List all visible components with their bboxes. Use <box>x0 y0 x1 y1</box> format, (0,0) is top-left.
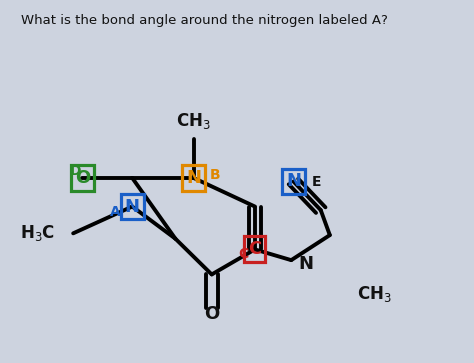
Text: N: N <box>186 169 201 187</box>
Text: C: C <box>238 247 248 261</box>
Text: A: A <box>110 205 121 219</box>
Text: N: N <box>298 256 313 273</box>
Text: CH$_3$: CH$_3$ <box>357 284 392 304</box>
Text: O: O <box>204 305 219 323</box>
Text: O: O <box>74 169 90 187</box>
Text: CH$_3$: CH$_3$ <box>176 111 211 131</box>
Text: D: D <box>70 164 81 178</box>
Text: B: B <box>210 168 220 182</box>
Text: H$_3$C: H$_3$C <box>20 223 55 243</box>
Text: C: C <box>248 240 262 258</box>
Text: N: N <box>286 172 301 191</box>
Text: What is the bond angle around the nitrogen labeled A?: What is the bond angle around the nitrog… <box>21 13 388 26</box>
Text: N: N <box>125 197 140 216</box>
Text: E: E <box>311 175 321 188</box>
